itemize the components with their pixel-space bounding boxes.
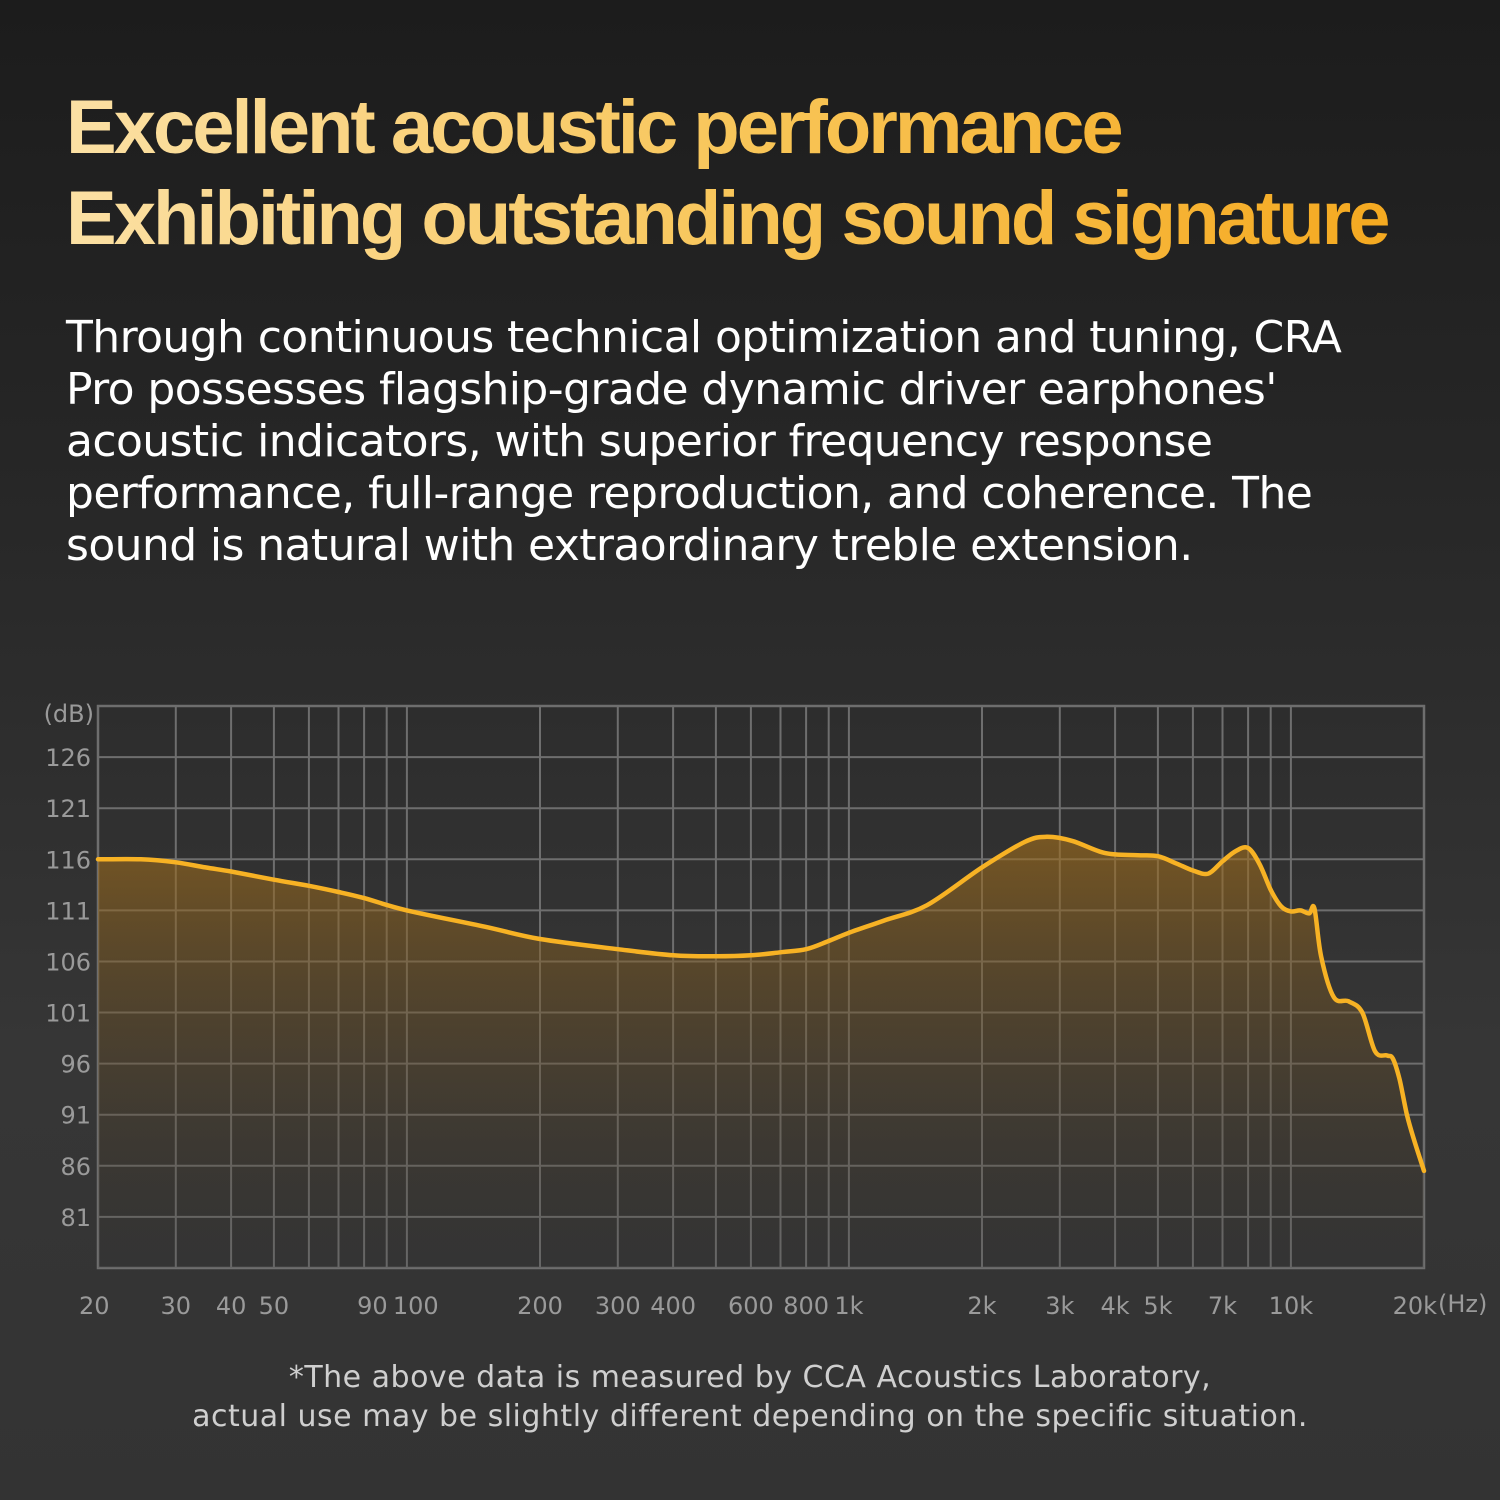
x-tick-label: 7k xyxy=(1208,1292,1237,1320)
y-tick-label: 96 xyxy=(60,1051,91,1079)
frequency-response-line xyxy=(95,834,1427,1174)
x-tick-label: 400 xyxy=(650,1292,696,1320)
x-tick-label: 40 xyxy=(216,1292,247,1320)
y-tick-label: 86 xyxy=(60,1153,91,1181)
x-tick-label: 100 xyxy=(393,1292,439,1320)
x-tick-label: 90 xyxy=(357,1292,388,1320)
chart-line-layer xyxy=(95,834,1427,1174)
x-tick-label: 3k xyxy=(1045,1292,1074,1320)
y-tick-label: 126 xyxy=(45,744,91,772)
x-tick-label: 1k xyxy=(834,1292,863,1320)
y-tick-label: 106 xyxy=(45,949,91,977)
x-tick-label: 2k xyxy=(967,1292,996,1320)
x-tick-label: 10k xyxy=(1269,1292,1314,1320)
headline-line-2: Exhibiting outstanding sound signature xyxy=(66,176,1388,261)
footnote: *The above data is measured by CCA Acous… xyxy=(0,1358,1500,1436)
y-tick-label: 121 xyxy=(45,795,91,823)
chart-area-layer xyxy=(98,836,1424,1268)
y-tick-label: 101 xyxy=(45,1000,91,1028)
y-axis-label: (dB) xyxy=(44,700,94,728)
frequency-response-chart: 126 121 116 111 106 101 96 91 86 81 (dB) 20 30 40 50 90… xyxy=(44,700,1488,1320)
x-tick-label: 20k xyxy=(1393,1292,1438,1320)
headline-line-1: Excellent acoustic performance xyxy=(66,85,1121,170)
x-tick-label: 30 xyxy=(161,1292,192,1320)
footnote-line-1: *The above data is measured by CCA Acous… xyxy=(288,1360,1212,1395)
headline: Excellent acoustic performance Exhibitin… xyxy=(66,82,1486,264)
y-tick-label: 91 xyxy=(60,1102,91,1130)
frequency-response-area xyxy=(98,836,1424,1268)
x-tick-label: 200 xyxy=(517,1292,563,1320)
y-tick-label: 111 xyxy=(45,897,91,925)
x-tick-label: 50 xyxy=(259,1292,290,1320)
x-tick-label: 20 xyxy=(79,1292,110,1320)
x-tick-label: 800 xyxy=(783,1292,829,1320)
description: Through continuous technical optimizatio… xyxy=(66,312,1342,571)
x-axis-label: (Hz) xyxy=(1438,1290,1487,1318)
footnote-line-2: actual use may be slightly different dep… xyxy=(192,1399,1308,1434)
y-tick-label: 81 xyxy=(60,1204,91,1232)
x-tick-label: 4k xyxy=(1101,1292,1130,1320)
x-tick-label: 600 xyxy=(728,1292,774,1320)
x-tick-label: 5k xyxy=(1143,1292,1172,1320)
y-tick-label: 116 xyxy=(45,846,91,874)
chart-labels: 126 121 116 111 106 101 96 91 86 81 (dB) 20 30 40 50 90… xyxy=(44,700,1488,1320)
x-tick-label: 300 xyxy=(595,1292,641,1320)
